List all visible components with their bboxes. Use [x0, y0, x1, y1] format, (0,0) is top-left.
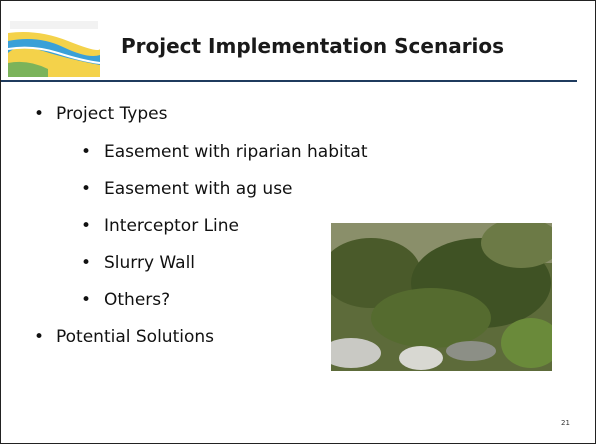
- bullet-text: Project Types: [56, 104, 167, 124]
- bullet-marker: •: [81, 253, 91, 273]
- sub-bullet-text: Others?: [104, 290, 170, 310]
- sub-bullet-text: Slurry Wall: [104, 253, 195, 273]
- slide-title: Project Implementation Scenarios: [121, 34, 504, 58]
- page-number: 21: [561, 419, 570, 427]
- slide: Project Implementation Scenarios • Projec…: [0, 0, 596, 444]
- bullet-marker: •: [81, 216, 91, 236]
- bullet-marker: •: [81, 142, 91, 162]
- photo: [331, 223, 552, 371]
- bullet-marker: •: [81, 179, 91, 199]
- sub-bullet-text: Easement with ag use: [104, 179, 293, 199]
- bullet-marker: •: [34, 104, 44, 124]
- sub-bullet-text: Easement with riparian habitat: [104, 142, 368, 162]
- bullet-text: Potential Solutions: [56, 327, 214, 347]
- logo: [8, 19, 100, 77]
- bullet-marker: •: [34, 327, 44, 347]
- sub-bullet-text: Interceptor Line: [104, 216, 239, 236]
- bullet-marker: •: [81, 290, 91, 310]
- title-rule: [1, 80, 577, 82]
